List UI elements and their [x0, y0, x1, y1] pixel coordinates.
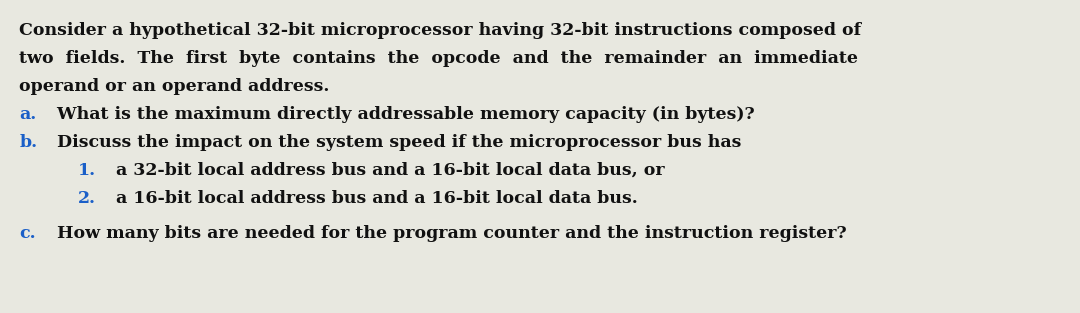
Text: What is the maximum directly addressable memory capacity (in bytes)?: What is the maximum directly addressable…: [45, 106, 755, 123]
Text: a 32-bit local address bus and a 16-bit local data bus, or: a 32-bit local address bus and a 16-bit …: [104, 162, 664, 179]
Text: Discuss the impact on the system speed if the microprocessor bus has: Discuss the impact on the system speed i…: [45, 134, 742, 151]
Text: 2.: 2.: [78, 190, 96, 207]
Text: Consider a hypothetical 32-bit microprocessor having 32-bit instructions compose: Consider a hypothetical 32-bit microproc…: [19, 22, 862, 39]
Text: a.: a.: [19, 106, 37, 123]
Text: How many bits are needed for the program counter and the instruction register?: How many bits are needed for the program…: [45, 225, 847, 242]
Text: 1.: 1.: [78, 162, 96, 179]
Text: two  fields.  The  first  byte  contains  the  opcode  and  the  remainder  an  : two fields. The first byte contains the …: [19, 50, 859, 67]
Text: b.: b.: [19, 134, 38, 151]
Text: a 16-bit local address bus and a 16-bit local data bus.: a 16-bit local address bus and a 16-bit …: [104, 190, 637, 207]
Text: c.: c.: [19, 225, 36, 242]
Text: operand or an operand address.: operand or an operand address.: [19, 78, 329, 95]
